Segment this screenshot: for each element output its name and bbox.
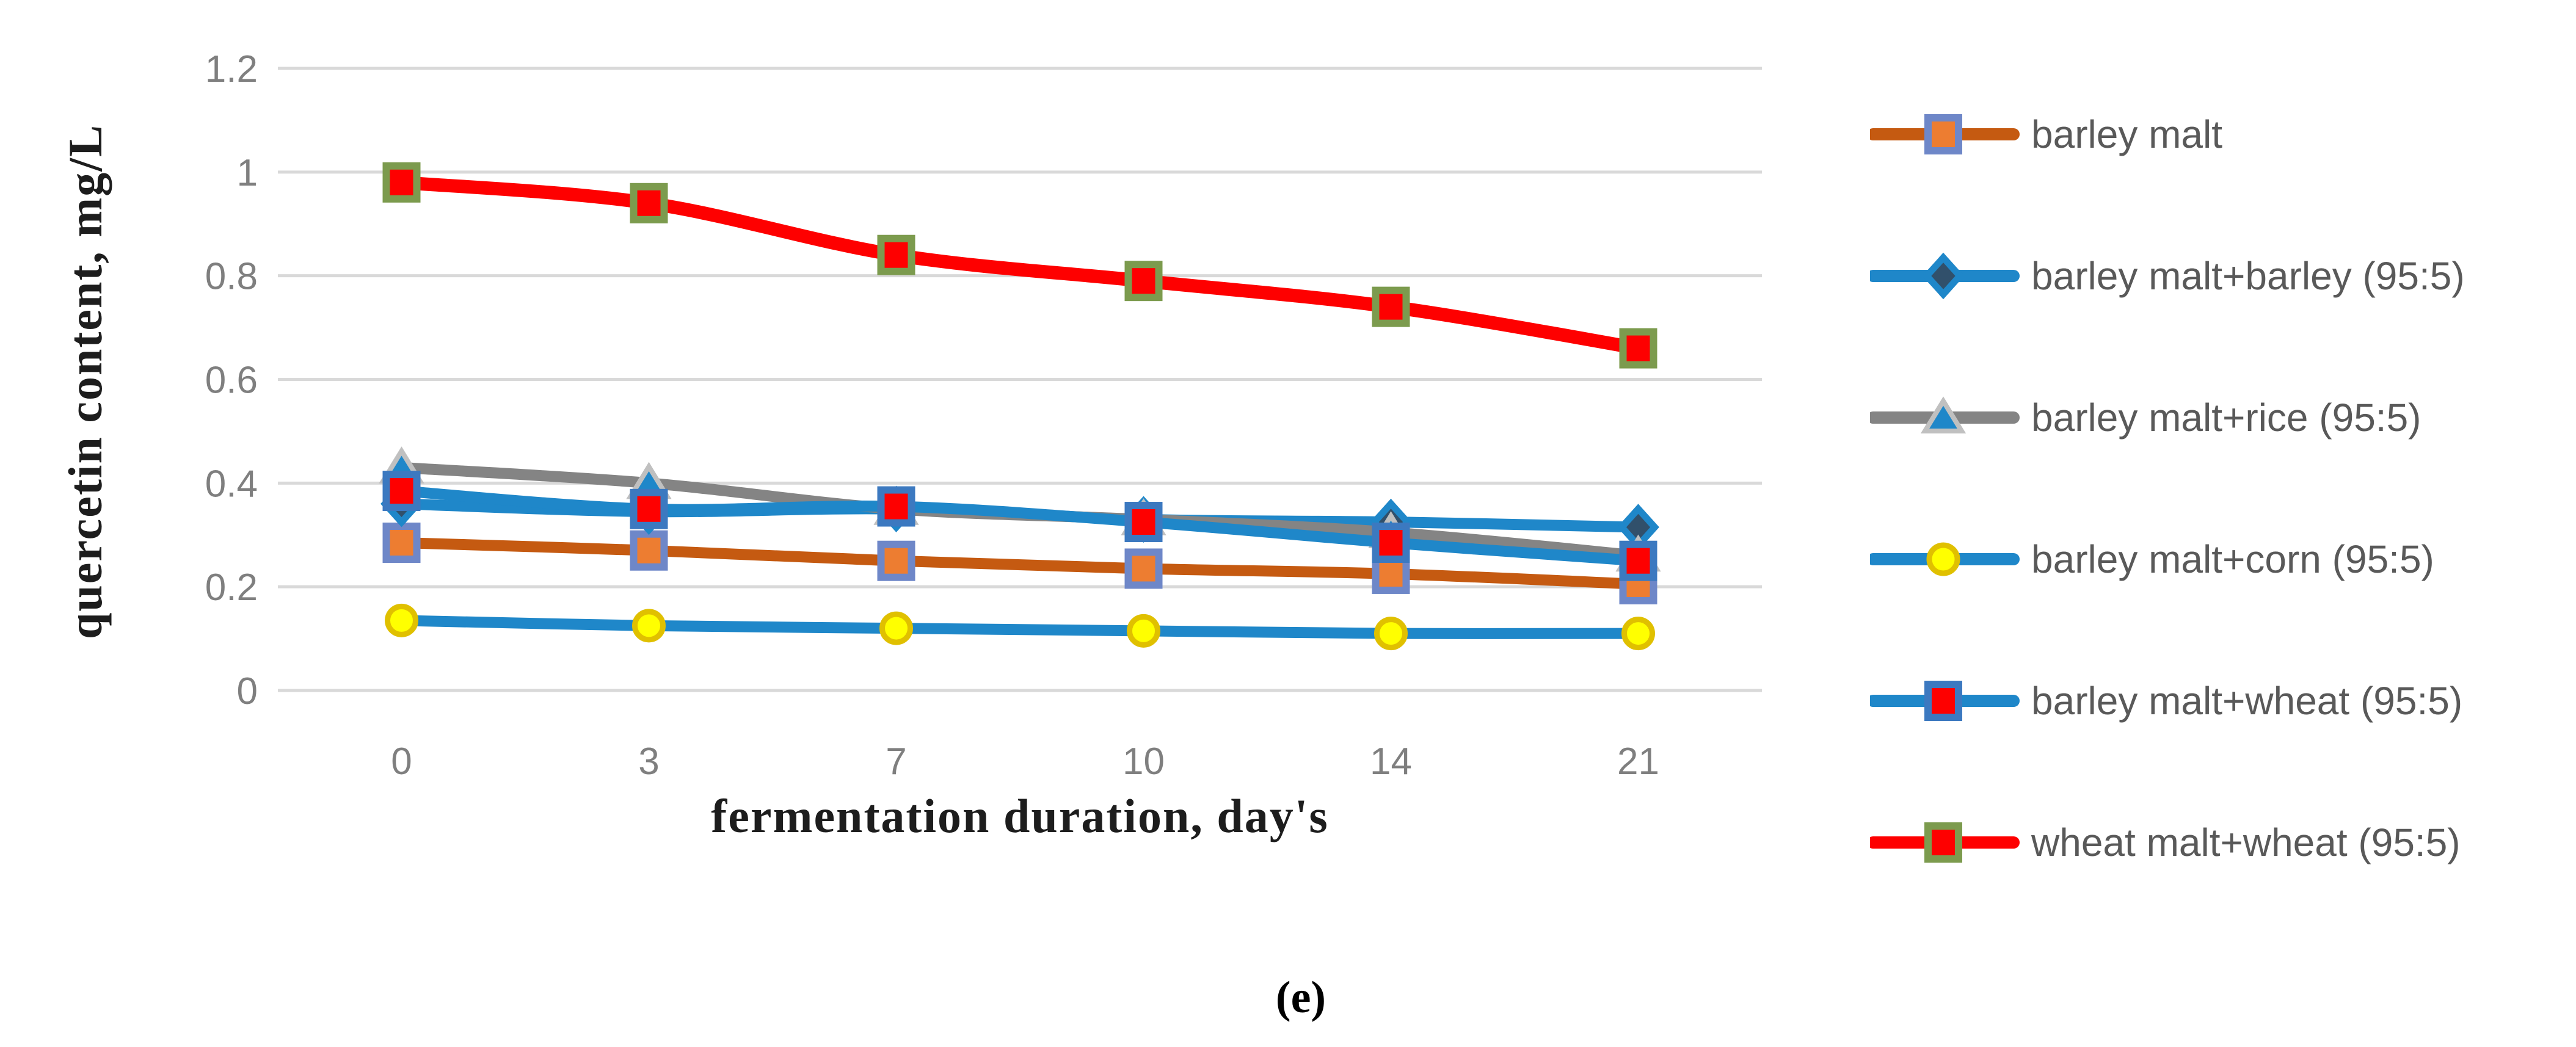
marker-square-s0 (877, 540, 915, 581)
marker-square-s0 (1124, 548, 1163, 589)
marker-circle-s3 (879, 611, 913, 645)
y-tick-label: 0 (237, 670, 258, 712)
y-tick-label: 1.2 (205, 48, 258, 90)
marker-square-s5 (1124, 261, 1163, 302)
y-tick-label: 0.6 (205, 360, 258, 402)
marker-square-s5 (877, 234, 915, 275)
legend-item: wheat malt+wheat (95:5) (1870, 815, 2461, 870)
x-tick-label: 14 (1370, 741, 1412, 783)
marker-square-s0 (630, 530, 668, 571)
marker-square-s4 (1124, 502, 1163, 543)
marker-circle-s3 (385, 603, 418, 637)
legend-swatch-circle-icon (1870, 542, 2020, 576)
marker-square-s0 (382, 522, 421, 563)
y-axis-title: quercetin content, mg/L (59, 124, 112, 639)
legend-swatch-square-icon (1870, 681, 2020, 721)
chart-legend: barley malt barley malt+barley (95:5) barl… (1870, 0, 2572, 1047)
legend-item: barley malt+barley (95:5) (1870, 248, 2465, 303)
legend-swatch-triangle-icon (1870, 396, 2020, 433)
marker-circle-s3 (1374, 617, 1408, 651)
legend-marker-circle-icon (1926, 542, 1960, 576)
legend-marker-diamond-icon (1922, 252, 1965, 300)
x-tick-label: 10 (1122, 741, 1165, 783)
y-tick-label: 1 (237, 152, 258, 194)
marker-square-s4 (630, 488, 668, 529)
legend-swatch-diamond-icon (1870, 252, 2020, 300)
legend-marker-triangle-icon (1920, 396, 1967, 433)
series-line-4 (396, 485, 1644, 567)
legend-label: barley malt+wheat (95:5) (2031, 679, 2463, 723)
legend-item: barley malt+rice (95:5) (1870, 390, 2421, 445)
legend-item: barley malt (1870, 107, 2222, 162)
legend-item: barley malt+wheat (95:5) (1870, 673, 2462, 728)
marker-circle-s3 (1621, 617, 1655, 651)
legend-item: barley malt+corn (95:5) (1870, 532, 2434, 587)
x-tick-label: 0 (391, 741, 412, 783)
marker-square-s4 (1619, 540, 1657, 581)
legend-swatch-square-icon (1870, 114, 2020, 154)
marker-square-s4 (877, 486, 915, 527)
marker-circle-s3 (1127, 614, 1160, 648)
legend-label: barley malt (2031, 112, 2222, 156)
marker-circle-s3 (632, 609, 666, 643)
x-axis-title: fermentation duration, day's (711, 789, 1329, 842)
legend-swatch-square-icon (1870, 822, 2020, 863)
legend-marker-square-icon (1924, 114, 1962, 154)
series-line-5 (395, 175, 1645, 355)
legend-marker-square-icon (1924, 822, 1962, 863)
legend-label: wheat malt+wheat (95:5) (2031, 821, 2461, 864)
y-tick-label: 0.4 (205, 463, 258, 505)
marker-square-s4 (1372, 522, 1410, 563)
marker-square-s4 (382, 471, 421, 512)
series-line-3 (396, 615, 1644, 639)
panel-letter-label: (e) (1275, 973, 1326, 1023)
marker-square-s5 (1619, 328, 1657, 369)
x-tick-label: 7 (886, 741, 906, 783)
marker-square-s5 (1372, 286, 1410, 327)
marker-square-s5 (382, 162, 421, 203)
marker-square-s5 (630, 183, 668, 223)
x-tick-label: 3 (638, 741, 659, 783)
series-line-0 (396, 537, 1644, 590)
legend-label: barley malt+corn (95:5) (2031, 537, 2434, 581)
legend-label: barley malt+barley (95:5) (2031, 254, 2465, 298)
legend-label: barley malt+rice (95:5) (2031, 396, 2421, 440)
legend-marker-square-icon (1924, 681, 1962, 721)
y-tick-label: 0.2 (205, 567, 258, 609)
x-tick-label: 21 (1617, 741, 1659, 783)
y-tick-label: 0.8 (205, 256, 258, 298)
